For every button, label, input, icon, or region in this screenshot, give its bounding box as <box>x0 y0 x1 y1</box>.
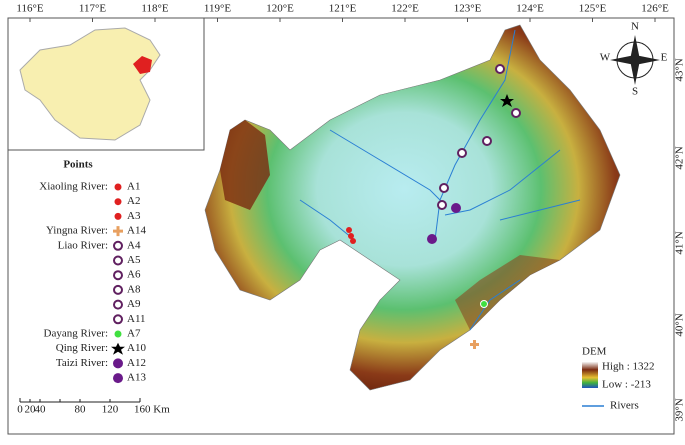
river-label: Xiaoling River: <box>39 181 108 193</box>
point-label: A10 <box>127 342 146 354</box>
latitude-label: 43°N <box>674 58 685 81</box>
point-label: A7 <box>127 328 141 340</box>
point-label: A5 <box>127 254 141 266</box>
symbol <box>114 212 122 220</box>
mountains <box>455 255 560 330</box>
scale-bar <box>19 398 141 403</box>
scale-label: 80 <box>75 404 87 416</box>
longitude-label: 117°E <box>79 3 106 15</box>
symbol <box>113 255 123 266</box>
point-label: A4 <box>127 239 141 251</box>
scale-label: 40 <box>35 404 47 416</box>
point-label: A6 <box>127 269 141 281</box>
mountains <box>220 120 270 210</box>
dem-high: High : 1322 <box>602 361 655 373</box>
scale-label: 160 Km <box>134 404 170 416</box>
river-label: Liao River: <box>58 239 108 251</box>
symbol <box>114 183 122 191</box>
compass-w: W <box>600 52 611 64</box>
longitude-label: 118°E <box>141 3 168 15</box>
dem-ramp <box>582 362 598 388</box>
point-label: A3 <box>127 210 141 222</box>
dem-title: DEM <box>582 346 607 358</box>
dem-low: Low : -213 <box>602 379 651 391</box>
symbol <box>114 198 122 206</box>
longitude-label: 123°E <box>454 3 482 15</box>
latitude-label: 42°N <box>674 146 685 169</box>
point-label: A11 <box>127 313 146 325</box>
point-label: A14 <box>127 225 146 237</box>
site-markers <box>346 64 521 349</box>
longitude-label: 120°E <box>266 3 294 15</box>
point-label: A8 <box>127 283 141 295</box>
longitude-label: 121°E <box>329 3 357 15</box>
symbol <box>111 342 125 355</box>
longitude-label: 116°E <box>16 3 43 15</box>
scale-label: 0 <box>17 404 23 416</box>
compass-s: S <box>632 86 638 98</box>
symbol <box>113 373 123 384</box>
longitude-label: 122°E <box>391 3 419 15</box>
symbol <box>113 299 123 310</box>
longitude-label: 124°E <box>516 3 544 15</box>
latitude-label: 41°N <box>674 231 685 254</box>
symbol <box>113 240 123 251</box>
symbol <box>113 284 123 295</box>
scale-label: 120 <box>102 404 119 416</box>
river-label: Qing River: <box>56 342 108 354</box>
rivers-label: Rivers <box>610 400 639 412</box>
scale-label: 20 <box>25 404 37 416</box>
symbol <box>113 358 123 369</box>
point-label: A13 <box>127 372 146 384</box>
compass-e: E <box>661 52 668 64</box>
point-label: A1 <box>127 181 140 193</box>
river-label: Dayang River: <box>44 328 108 340</box>
symbol <box>113 329 123 339</box>
river-label: Yingna River: <box>46 225 108 237</box>
point-label: A9 <box>127 298 141 310</box>
symbol <box>113 314 123 325</box>
point-label: A12 <box>127 357 146 369</box>
legend-title: Points <box>63 159 93 171</box>
map-frame <box>7 17 675 435</box>
latitude-label: 39°N <box>674 398 685 421</box>
longitude-label: 125°E <box>579 3 607 15</box>
symbol <box>113 226 123 237</box>
longitude-label: 119°E <box>204 3 231 15</box>
study-area <box>133 56 152 74</box>
compass-n: N <box>631 21 639 33</box>
china-outline <box>19 27 161 141</box>
dem-region <box>204 24 621 391</box>
point-label: A2 <box>127 195 140 207</box>
compass <box>610 35 660 85</box>
symbol <box>113 270 123 281</box>
river-label: Taizi River: <box>56 357 108 369</box>
longitude-label: 126°E <box>641 3 669 15</box>
latitude-label: 40°N <box>674 313 685 336</box>
